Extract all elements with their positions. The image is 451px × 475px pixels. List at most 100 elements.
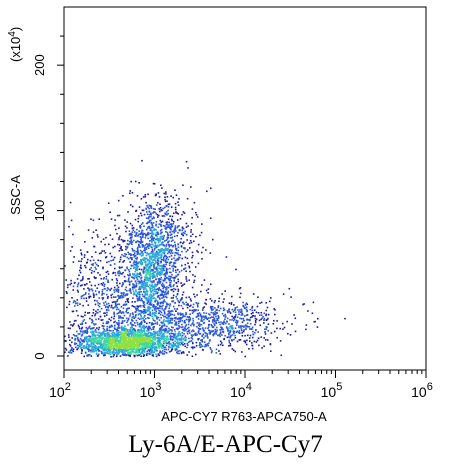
scatter-point	[160, 256, 163, 259]
scatter-point	[202, 315, 204, 318]
scatter-point	[122, 307, 125, 310]
scatter-point	[83, 288, 85, 290]
scatter-point	[164, 331, 167, 333]
scatter-point	[109, 252, 112, 255]
scatter-point	[217, 319, 219, 322]
y-axis-label: SSC-A	[8, 175, 23, 215]
scatter-point	[117, 332, 120, 334]
scatter-point	[137, 340, 140, 342]
scatter-point	[152, 333, 155, 336]
scatter-point	[64, 335, 66, 338]
scatter-point	[169, 261, 172, 263]
scatter-point	[208, 317, 210, 319]
scatter-point	[246, 314, 249, 316]
scatter-point	[84, 322, 87, 324]
scatter-point	[148, 277, 150, 280]
scatter-point	[158, 338, 161, 341]
scatter-point	[197, 313, 200, 315]
scatter-point	[177, 213, 180, 215]
scatter-point	[140, 321, 143, 324]
scatter-point	[184, 325, 187, 328]
scatter-point	[131, 231, 134, 233]
scatter-point	[144, 334, 147, 337]
scatter-point	[159, 282, 161, 285]
scatter-point	[162, 224, 165, 227]
scatter-point	[148, 313, 150, 316]
scatter-point	[90, 343, 92, 345]
scatter-point	[289, 334, 292, 336]
scatter-point	[126, 334, 129, 336]
scatter-point	[126, 346, 129, 348]
scatter-point	[188, 279, 190, 281]
scatter-point	[123, 329, 125, 332]
scatter-point	[151, 343, 154, 345]
scatter-point	[162, 321, 165, 324]
scatter-point	[152, 271, 155, 274]
scatter-point	[143, 306, 146, 309]
scatter-point	[126, 221, 128, 223]
scatter-point	[178, 301, 181, 303]
scatter-point	[110, 306, 113, 308]
scatter-point	[137, 346, 140, 348]
scatter-point	[162, 338, 165, 341]
scatter-point	[180, 233, 183, 236]
scatter-point	[194, 275, 196, 278]
scatter-point	[146, 302, 148, 305]
scatter-point	[163, 324, 166, 326]
scatter-point	[141, 250, 143, 253]
scatter-point	[81, 343, 83, 345]
scatter-point	[138, 348, 140, 351]
scatter-point	[158, 239, 160, 242]
scatter-point	[159, 250, 161, 252]
scatter-point	[147, 267, 150, 270]
scatter-point	[170, 276, 172, 278]
scatter-point	[136, 305, 139, 307]
scatter-point	[211, 300, 213, 302]
scatter-point	[175, 317, 177, 320]
scatter-point	[115, 349, 117, 351]
scatter-point	[127, 351, 129, 354]
scatter-point	[167, 241, 169, 243]
scatter-point	[145, 217, 148, 219]
scatter-point	[106, 289, 108, 292]
scatter-point	[233, 318, 236, 320]
scatter-point	[185, 222, 188, 225]
x-tick-label: 106	[411, 381, 433, 400]
scatter-point	[81, 295, 84, 297]
scatter-point	[236, 316, 239, 318]
scatter-point	[152, 328, 155, 330]
scatter-point	[246, 318, 249, 321]
scatter-point	[137, 313, 140, 316]
scatter-point	[85, 337, 88, 340]
scatter-point	[196, 294, 198, 296]
scatter-point	[185, 337, 187, 339]
scatter-point	[111, 278, 113, 281]
scatter-point	[155, 291, 157, 293]
scatter-point	[163, 294, 166, 296]
scatter-point	[119, 333, 122, 336]
scatter-point	[158, 310, 160, 312]
scatter-point	[138, 343, 141, 346]
scatter-point	[166, 330, 169, 333]
scatter-point	[131, 205, 134, 208]
scatter-point	[148, 342, 151, 345]
scatter-point	[260, 301, 263, 304]
scatter-point	[156, 350, 158, 352]
scatter-point	[95, 341, 97, 344]
scatter-point	[135, 337, 137, 340]
scatter-point	[197, 302, 200, 305]
scatter-point	[209, 217, 212, 219]
scatter-point	[148, 204, 150, 207]
scatter-point	[162, 250, 165, 252]
scatter-point	[149, 229, 152, 232]
scatter-point	[138, 318, 141, 320]
scatter-point	[70, 324, 72, 326]
scatter-point	[169, 271, 171, 274]
scatter-point	[245, 308, 248, 311]
scatter-point	[178, 271, 181, 273]
scatter-point	[106, 328, 108, 330]
scatter-point	[131, 344, 133, 346]
scatter-point	[183, 337, 185, 340]
scatter-point	[156, 269, 158, 271]
scatter-point	[214, 328, 217, 331]
